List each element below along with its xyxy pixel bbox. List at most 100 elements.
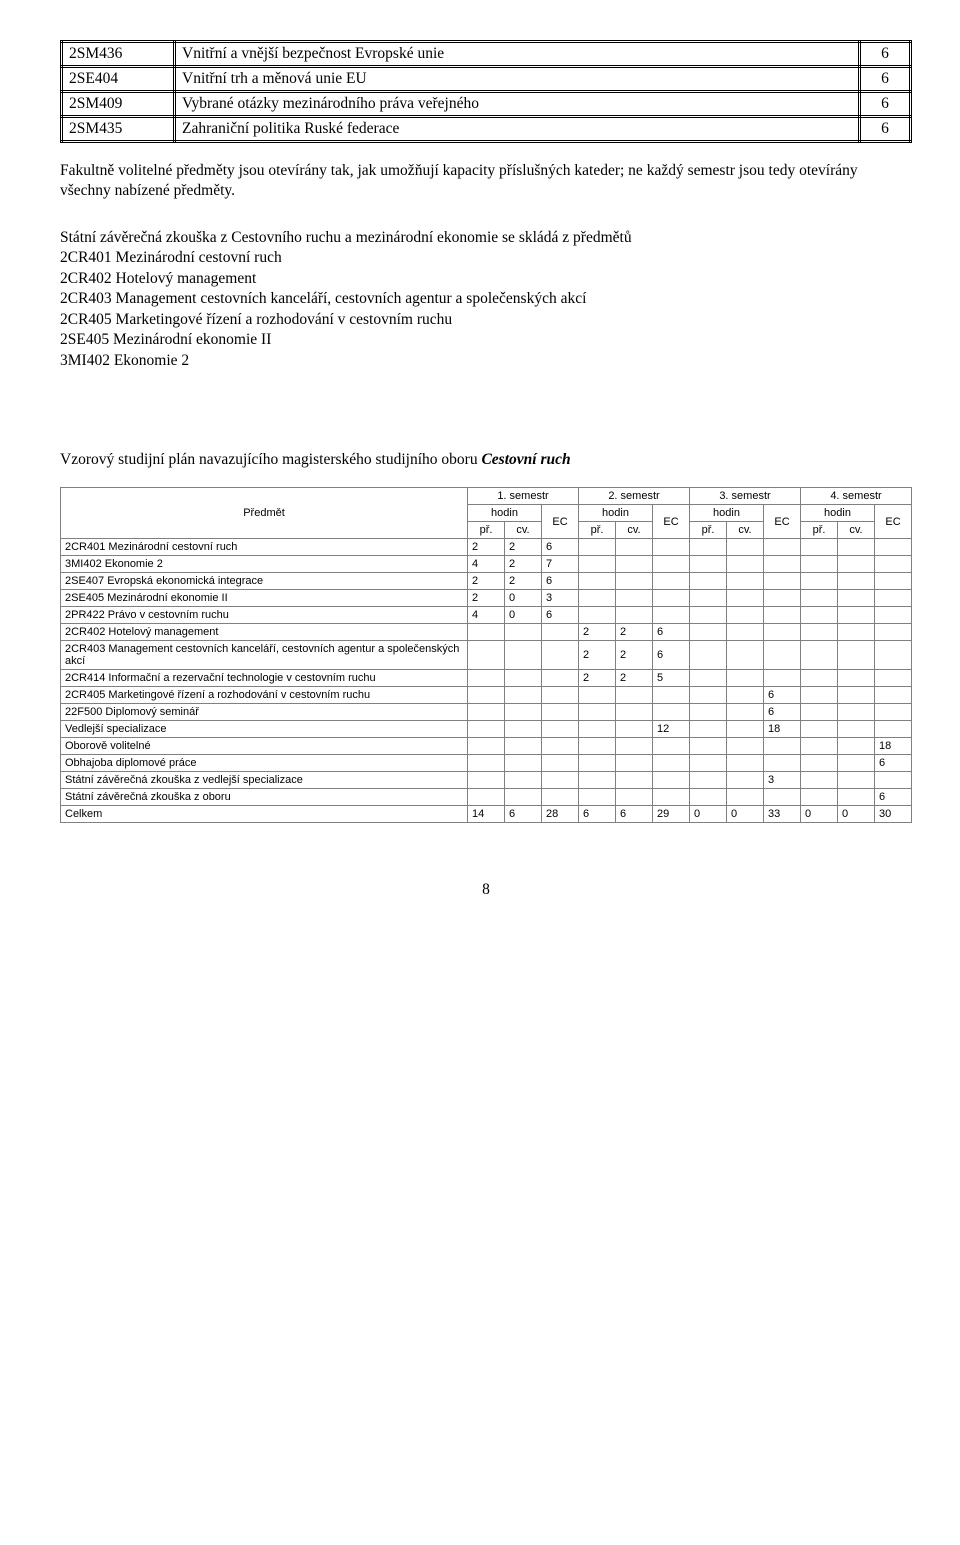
row-value bbox=[727, 670, 764, 687]
row-subject: Státní závěrečná zkouška z oboru bbox=[61, 789, 468, 806]
row-value: 0 bbox=[690, 806, 727, 823]
exam-line: 2CR403 Management cestovních kanceláří, … bbox=[60, 289, 912, 309]
row-value bbox=[838, 556, 875, 573]
row-value bbox=[653, 607, 690, 624]
row-subject: 2PR422 Právo v cestovním ruchu bbox=[61, 607, 468, 624]
row-value bbox=[801, 687, 838, 704]
row-value bbox=[801, 755, 838, 772]
row-value bbox=[764, 641, 801, 670]
row-value bbox=[579, 539, 616, 556]
row-value bbox=[764, 556, 801, 573]
row-subject: 22F500 Diplomový seminář bbox=[61, 704, 468, 721]
row-value bbox=[690, 539, 727, 556]
row-value bbox=[690, 624, 727, 641]
col-subject: Předmět bbox=[61, 488, 468, 539]
row-value bbox=[616, 573, 653, 590]
row-value bbox=[838, 772, 875, 789]
row-value: 3 bbox=[542, 590, 579, 607]
row-value: 18 bbox=[764, 721, 801, 738]
course-table: 2SM436Vnitřní a vnější bezpečnost Evrops… bbox=[60, 40, 912, 143]
row-value: 2 bbox=[505, 556, 542, 573]
table-row: 2SM436Vnitřní a vnější bezpečnost Evrops… bbox=[62, 42, 911, 67]
row-value bbox=[468, 772, 505, 789]
row-value bbox=[542, 641, 579, 670]
row-value: 12 bbox=[653, 721, 690, 738]
row-value bbox=[838, 687, 875, 704]
row-value bbox=[801, 789, 838, 806]
table-row: 2SE405 Mezinárodní ekonomie II203 bbox=[61, 590, 912, 607]
row-value bbox=[838, 755, 875, 772]
row-value: 0 bbox=[838, 806, 875, 823]
course-name: Vnitřní a vnější bezpečnost Evropské uni… bbox=[175, 42, 860, 67]
row-value bbox=[468, 641, 505, 670]
row-value bbox=[579, 738, 616, 755]
row-value bbox=[764, 789, 801, 806]
row-value bbox=[690, 687, 727, 704]
col-ec: EC bbox=[764, 505, 801, 539]
row-value: 7 bbox=[542, 556, 579, 573]
row-value bbox=[653, 556, 690, 573]
row-value bbox=[801, 607, 838, 624]
table-row: Oborově volitelné 18 bbox=[61, 738, 912, 755]
row-value: 6 bbox=[542, 573, 579, 590]
row-value bbox=[579, 687, 616, 704]
row-value bbox=[616, 721, 653, 738]
row-value bbox=[727, 573, 764, 590]
row-value: 2 bbox=[468, 590, 505, 607]
col-pr: př. bbox=[579, 522, 616, 539]
row-value bbox=[690, 755, 727, 772]
row-value: 0 bbox=[505, 607, 542, 624]
row-value: 6 bbox=[616, 806, 653, 823]
row-value bbox=[616, 755, 653, 772]
plan-title-pre: Vzorový studijní plán navazujícího magis… bbox=[60, 451, 481, 468]
course-code: 2SM436 bbox=[62, 42, 175, 67]
row-value: 0 bbox=[727, 806, 764, 823]
table-row: 2CR405 Marketingové řízení a rozhodování… bbox=[61, 687, 912, 704]
row-value bbox=[727, 755, 764, 772]
row-value bbox=[542, 721, 579, 738]
row-value bbox=[579, 789, 616, 806]
row-value: 6 bbox=[653, 641, 690, 670]
col-cv: cv. bbox=[616, 522, 653, 539]
row-value: 3 bbox=[764, 772, 801, 789]
row-value bbox=[616, 539, 653, 556]
row-value: 4 bbox=[468, 556, 505, 573]
row-value bbox=[875, 590, 912, 607]
table-row: Státní závěrečná zkouška z vedlejší spec… bbox=[61, 772, 912, 789]
row-value bbox=[653, 772, 690, 789]
row-value: 6 bbox=[505, 806, 542, 823]
row-value bbox=[875, 573, 912, 590]
exam-line: 2CR405 Marketingové řízení a rozhodování… bbox=[60, 310, 912, 330]
row-value bbox=[801, 590, 838, 607]
row-value bbox=[653, 704, 690, 721]
row-value: 4 bbox=[468, 607, 505, 624]
row-value bbox=[838, 789, 875, 806]
course-ec: 6 bbox=[860, 42, 911, 67]
row-value bbox=[875, 539, 912, 556]
row-value bbox=[875, 556, 912, 573]
row-value bbox=[616, 772, 653, 789]
row-value bbox=[542, 670, 579, 687]
row-value bbox=[653, 573, 690, 590]
row-value bbox=[505, 670, 542, 687]
row-subject: Oborově volitelné bbox=[61, 738, 468, 755]
plan-title: Vzorový studijní plán navazujícího magis… bbox=[60, 451, 912, 469]
row-value bbox=[468, 738, 505, 755]
row-value bbox=[727, 704, 764, 721]
row-subject: 2SE405 Mezinárodní ekonomie II bbox=[61, 590, 468, 607]
col-ec: EC bbox=[542, 505, 579, 539]
row-value bbox=[727, 789, 764, 806]
row-value bbox=[801, 539, 838, 556]
row-value bbox=[875, 670, 912, 687]
col-semester: 4. semestr bbox=[801, 488, 912, 505]
row-value: 18 bbox=[875, 738, 912, 755]
col-ec: EC bbox=[653, 505, 690, 539]
row-value bbox=[764, 738, 801, 755]
row-value bbox=[468, 704, 505, 721]
row-value: 2 bbox=[616, 624, 653, 641]
row-subject: 2CR403 Management cestovních kanceláří, … bbox=[61, 641, 468, 670]
row-value bbox=[505, 687, 542, 704]
row-subject: Vedlejší specializace bbox=[61, 721, 468, 738]
col-cv: cv. bbox=[727, 522, 764, 539]
table-row: 2SE404Vnitřní trh a měnová unie EU6 bbox=[62, 67, 911, 92]
